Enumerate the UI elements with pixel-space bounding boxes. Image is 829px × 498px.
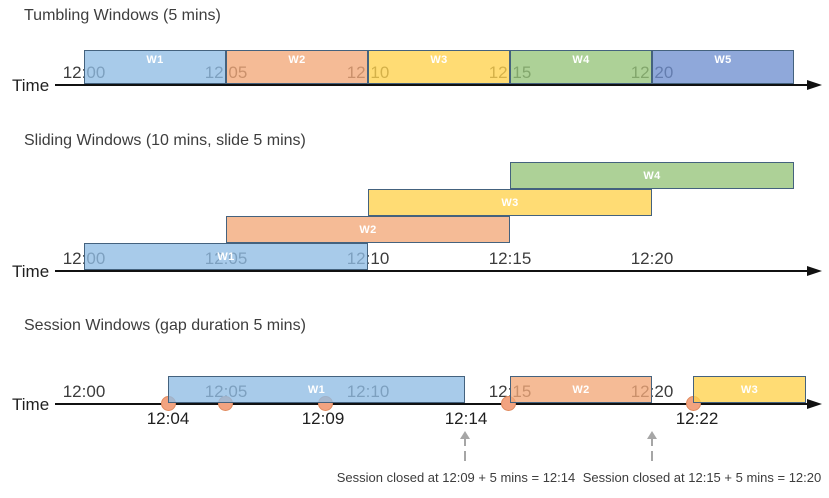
arrow-right-icon	[807, 80, 822, 90]
sliding-window-bar: W4	[510, 162, 794, 189]
session-window-bar: W1	[168, 376, 465, 403]
tumbling-window-bar: W2	[226, 50, 368, 84]
window-label: W3	[430, 54, 448, 66]
window-label: W4	[572, 54, 590, 66]
sliding-section-title: Sliding Windows (10 mins, slide 5 mins)	[24, 132, 306, 149]
tumbling-window-bar: W1	[84, 50, 226, 84]
event-time-label: 12:09	[301, 409, 345, 428]
session-tick: 12:00	[62, 382, 106, 401]
tumbling-axis-line	[55, 84, 808, 86]
window-label: W1	[217, 250, 235, 263]
event-time-label: 12:04	[146, 409, 190, 428]
tumbling-window-bar: W5	[652, 50, 794, 84]
sliding-time-axis-label: Time	[12, 262, 50, 281]
window-label: W1	[146, 54, 164, 66]
session-closed-annotation: Session closed at 12:15 + 5 mins = 12:20	[582, 470, 822, 485]
tumbling-section-title: Tumbling Windows (5 mins)	[24, 7, 221, 24]
event-time-label: 12:14	[444, 409, 488, 428]
event-time-label: 12:22	[675, 409, 719, 428]
sliding-window-bar: W2	[226, 216, 510, 243]
window-label: W3	[501, 196, 519, 209]
tumbling-window-bar: W3	[368, 50, 510, 84]
window-label: W4	[643, 169, 661, 182]
session-closed-annotation: Session closed at 12:09 + 5 mins = 12:14	[336, 470, 576, 485]
sliding-window-bar: W3	[368, 189, 652, 216]
arrow-right-icon	[807, 266, 822, 276]
tumbling-time-axis-label: Time	[12, 76, 50, 95]
session-window-bar: W3	[693, 376, 806, 403]
window-label: W5	[714, 54, 732, 66]
window-label: W3	[740, 383, 759, 396]
sliding-tick: 12:20	[630, 249, 674, 268]
window-label: W2	[572, 383, 590, 396]
session-window-bar: W2	[510, 376, 652, 403]
window-label: W1	[307, 383, 326, 396]
arrow-right-icon	[807, 399, 822, 409]
sliding-axis-line	[55, 270, 808, 272]
sliding-tick: 12:15	[488, 249, 532, 268]
session-time-axis-label: Time	[12, 395, 50, 414]
tumbling-window-bar: W4	[510, 50, 652, 84]
window-label: W2	[359, 223, 377, 236]
session-axis-line	[55, 403, 808, 405]
arrow-up-icon	[647, 431, 657, 461]
sliding-window-bar: W1	[84, 243, 368, 270]
arrow-up-icon	[460, 431, 470, 461]
window-label: W2	[288, 54, 306, 66]
session-section-title: Session Windows (gap duration 5 mins)	[24, 317, 306, 334]
